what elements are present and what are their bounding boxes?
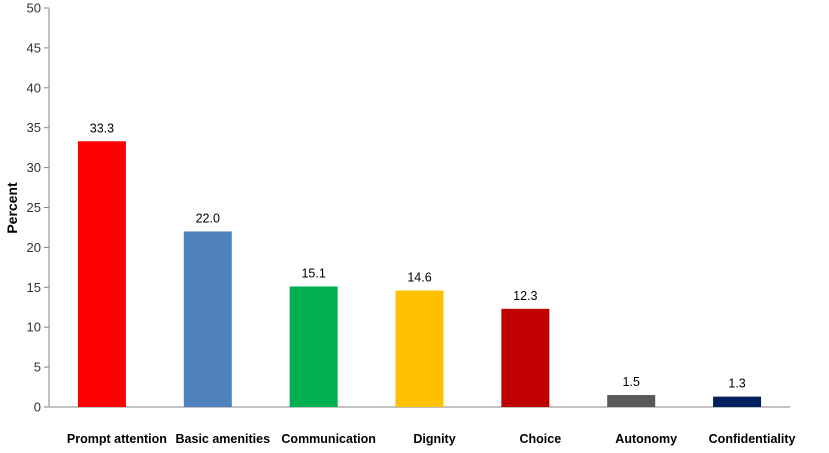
bar: [289, 286, 338, 407]
bar: [183, 231, 232, 407]
y-axis: 0 5 10 15 20 25 30 35 40 45 50: [27, 1, 50, 415]
y-tick-label: 50: [27, 1, 41, 16]
data-labels: 33.3 22.0 15.1 14.6 12.3 1.5 1.3: [90, 121, 746, 390]
y-tick-label: 5: [34, 360, 41, 375]
bar: [607, 395, 656, 407]
y-tick-label: 25: [27, 200, 41, 215]
data-label: 1.3: [728, 377, 745, 391]
y-tick-label: 20: [27, 240, 41, 255]
y-tick-label: 40: [27, 80, 41, 95]
data-label: 12.3: [513, 289, 537, 303]
y-tick-label: 35: [27, 120, 41, 135]
bar: [395, 290, 444, 407]
x-tick-label: Prompt attention: [67, 432, 167, 446]
bars: [77, 141, 762, 408]
data-label: 22.0: [196, 211, 220, 225]
y-tick-label: 15: [27, 280, 41, 295]
x-tick-label: Communication: [281, 432, 375, 446]
y-axis-title: Percent: [4, 182, 20, 234]
data-label: 33.3: [90, 121, 114, 135]
x-tick-label: Confidentiality: [709, 432, 796, 446]
data-label: 14.6: [407, 270, 431, 284]
x-tick-label: Autonomy: [615, 432, 677, 446]
data-label: 1.5: [623, 375, 640, 389]
x-tick-label: Dignity: [413, 432, 455, 446]
x-axis: Prompt attention Basic amenities Communica…: [49, 406, 796, 446]
x-tick-label: Basic amenities: [176, 432, 271, 446]
y-tick-label: 45: [27, 40, 41, 55]
y-tick-label: 0: [34, 400, 41, 415]
bar: [713, 396, 762, 407]
bar: [501, 308, 550, 407]
y-tick-label: 30: [27, 160, 41, 175]
bar: [77, 141, 126, 408]
data-label: 15.1: [301, 267, 325, 281]
y-tick-label: 10: [27, 320, 41, 335]
x-tick-label: Choice: [520, 432, 562, 446]
